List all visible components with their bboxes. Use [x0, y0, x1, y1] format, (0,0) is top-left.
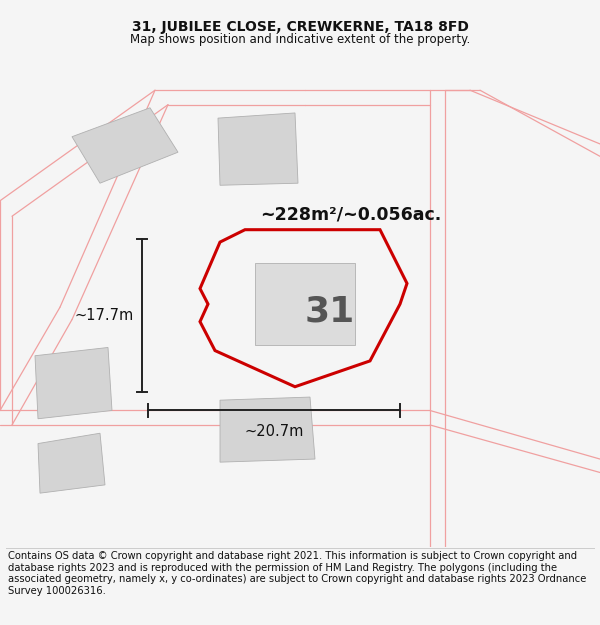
Text: Contains OS data © Crown copyright and database right 2021. This information is : Contains OS data © Crown copyright and d…	[8, 551, 586, 596]
Text: ~20.7m: ~20.7m	[244, 424, 304, 439]
Polygon shape	[255, 262, 355, 346]
Polygon shape	[38, 433, 105, 493]
Text: ~228m²/~0.056ac.: ~228m²/~0.056ac.	[260, 205, 441, 223]
Text: 31: 31	[305, 294, 355, 328]
Polygon shape	[218, 113, 298, 185]
Polygon shape	[220, 397, 315, 462]
Text: 31, JUBILEE CLOSE, CREWKERNE, TA18 8FD: 31, JUBILEE CLOSE, CREWKERNE, TA18 8FD	[131, 20, 469, 34]
Polygon shape	[35, 348, 112, 419]
Text: ~17.7m: ~17.7m	[75, 308, 134, 323]
Text: Map shows position and indicative extent of the property.: Map shows position and indicative extent…	[130, 32, 470, 46]
Polygon shape	[72, 107, 178, 183]
